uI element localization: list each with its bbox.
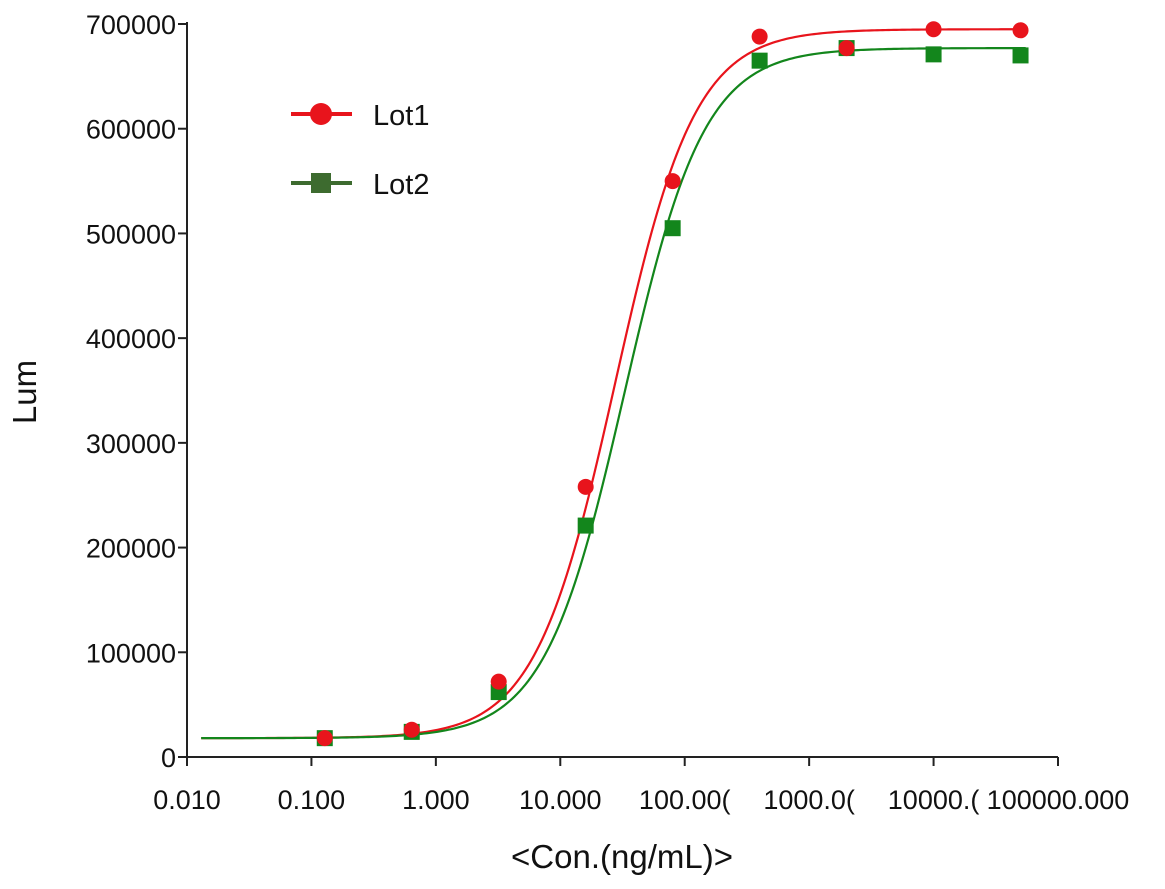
legend-label: Lot1 — [373, 100, 429, 132]
x-tick-label: 0.100 — [278, 785, 346, 815]
x-tick-label: 1.000 — [402, 785, 470, 815]
y-tick-label: 100000 — [86, 638, 176, 668]
y-tick-label: 500000 — [86, 219, 176, 249]
x-axis-title: <Con.(ng/mL)> — [511, 838, 733, 875]
data-point-lot1 — [664, 173, 681, 190]
legend: Lot1 Lot2 — [291, 100, 429, 201]
data-point-lot2 — [577, 517, 594, 534]
data-points — [316, 21, 1029, 747]
legend-marker — [310, 103, 332, 125]
y-tick-label: 0 — [161, 743, 176, 773]
legend-label: Lot2 — [373, 169, 429, 201]
x-tick-label: 100000.000 — [987, 785, 1130, 815]
data-point-lot2 — [664, 220, 681, 237]
fit-curves — [201, 28, 1026, 740]
x-tick-label: 10.000 — [519, 785, 602, 815]
data-point-lot1 — [838, 40, 855, 57]
data-point-lot1 — [403, 721, 420, 738]
legend-item-lot2: Lot2 — [291, 169, 429, 201]
legend-item-lot1: Lot1 — [291, 100, 429, 132]
axes: 0 100000 200000 300000 400000 500000 600000 700… — [86, 10, 1129, 815]
y-axis-title: Lum — [6, 360, 43, 424]
data-point-lot1 — [577, 478, 594, 495]
y-tick-label: 600000 — [86, 115, 176, 145]
data-point-lot1 — [925, 21, 942, 38]
data-point-lot1 — [490, 673, 507, 690]
y-tick-label: 200000 — [86, 534, 176, 564]
data-point-lot1 — [1012, 22, 1029, 39]
fit-curve-lot2 — [201, 47, 1026, 740]
data-point-lot2 — [751, 52, 768, 69]
fit-curve-lot1 — [201, 28, 1026, 740]
y-tick-label: 300000 — [86, 429, 176, 459]
x-tick-label: 0.010 — [153, 785, 221, 815]
data-point-lot1 — [316, 730, 333, 747]
data-point-lot2 — [925, 46, 942, 63]
legend-marker — [311, 173, 331, 193]
x-tick-label: 10000.( — [888, 785, 980, 815]
y-tick-label: 700000 — [86, 10, 176, 40]
data-point-lot2 — [1012, 47, 1029, 64]
data-point-lot1 — [751, 28, 768, 45]
x-tick-label: 1000.0( — [763, 785, 855, 815]
x-tick-label: 100.00( — [639, 785, 731, 815]
y-tick-label: 400000 — [86, 324, 176, 354]
